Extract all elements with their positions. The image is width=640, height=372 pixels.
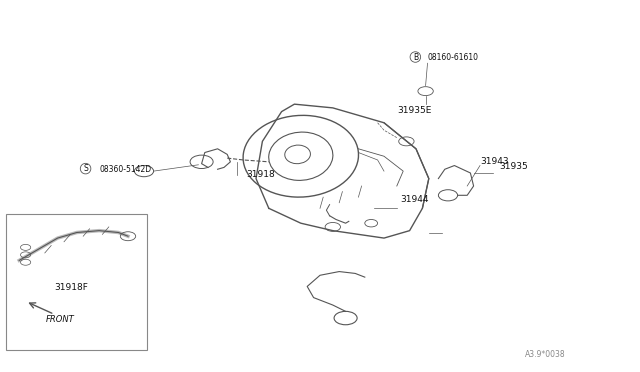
Text: S: S	[83, 164, 88, 173]
Text: B: B	[413, 52, 418, 61]
Text: 31918: 31918	[246, 170, 275, 179]
Text: 31943: 31943	[480, 157, 509, 166]
Bar	[6, 214, 147, 350]
Text: 08360-5142D: 08360-5142D	[99, 165, 151, 174]
Text: 31918F: 31918F	[54, 283, 88, 292]
Text: 31935: 31935	[499, 162, 528, 171]
Text: FRONT: FRONT	[46, 315, 75, 324]
Text: 31935E: 31935E	[397, 106, 431, 115]
Text: A3.9*0038: A3.9*0038	[525, 350, 565, 359]
Text: 31944: 31944	[400, 195, 429, 203]
Text: 08160-61610: 08160-61610	[428, 53, 479, 62]
